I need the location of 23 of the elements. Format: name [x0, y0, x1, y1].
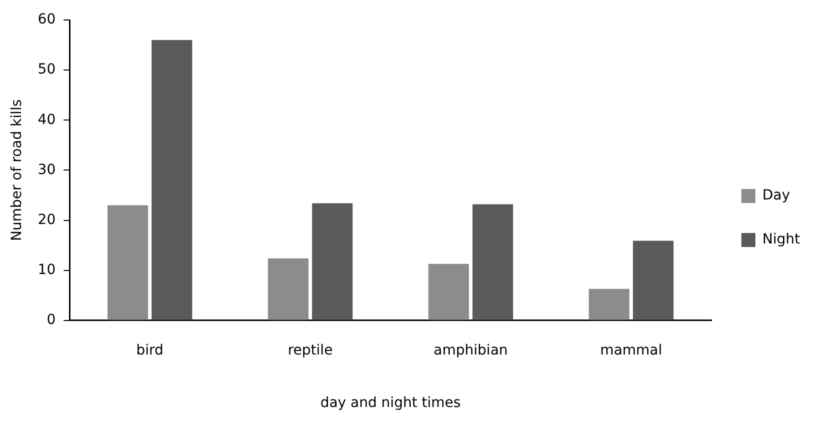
bar: [428, 264, 469, 320]
y-tick-label: 10: [38, 262, 56, 278]
y-tick-label: 40: [38, 112, 56, 128]
x-tick-label: reptile: [288, 342, 333, 358]
x-tick-label: amphibian: [434, 342, 508, 358]
legend-label: Day: [762, 188, 790, 204]
bar: [588, 288, 630, 320]
x-axis-title: day and night times: [320, 395, 461, 412]
bar: [632, 240, 674, 320]
bar: [472, 204, 514, 320]
y-tick-label: 60: [38, 12, 56, 28]
bar: [152, 40, 192, 320]
x-tick-label: bird: [136, 342, 164, 358]
bar: [268, 258, 309, 320]
y-tick-label: 20: [38, 212, 56, 228]
bar: [107, 205, 148, 320]
bar: [312, 203, 353, 320]
x-tick-label: mammal: [600, 342, 662, 358]
y-tick-label: 50: [38, 62, 56, 78]
y-tick-label: 0: [46, 312, 56, 328]
y-tick-label: 30: [38, 162, 56, 178]
y-axis-title: Number of road kills: [9, 99, 26, 242]
legend-label: Night: [762, 232, 801, 248]
